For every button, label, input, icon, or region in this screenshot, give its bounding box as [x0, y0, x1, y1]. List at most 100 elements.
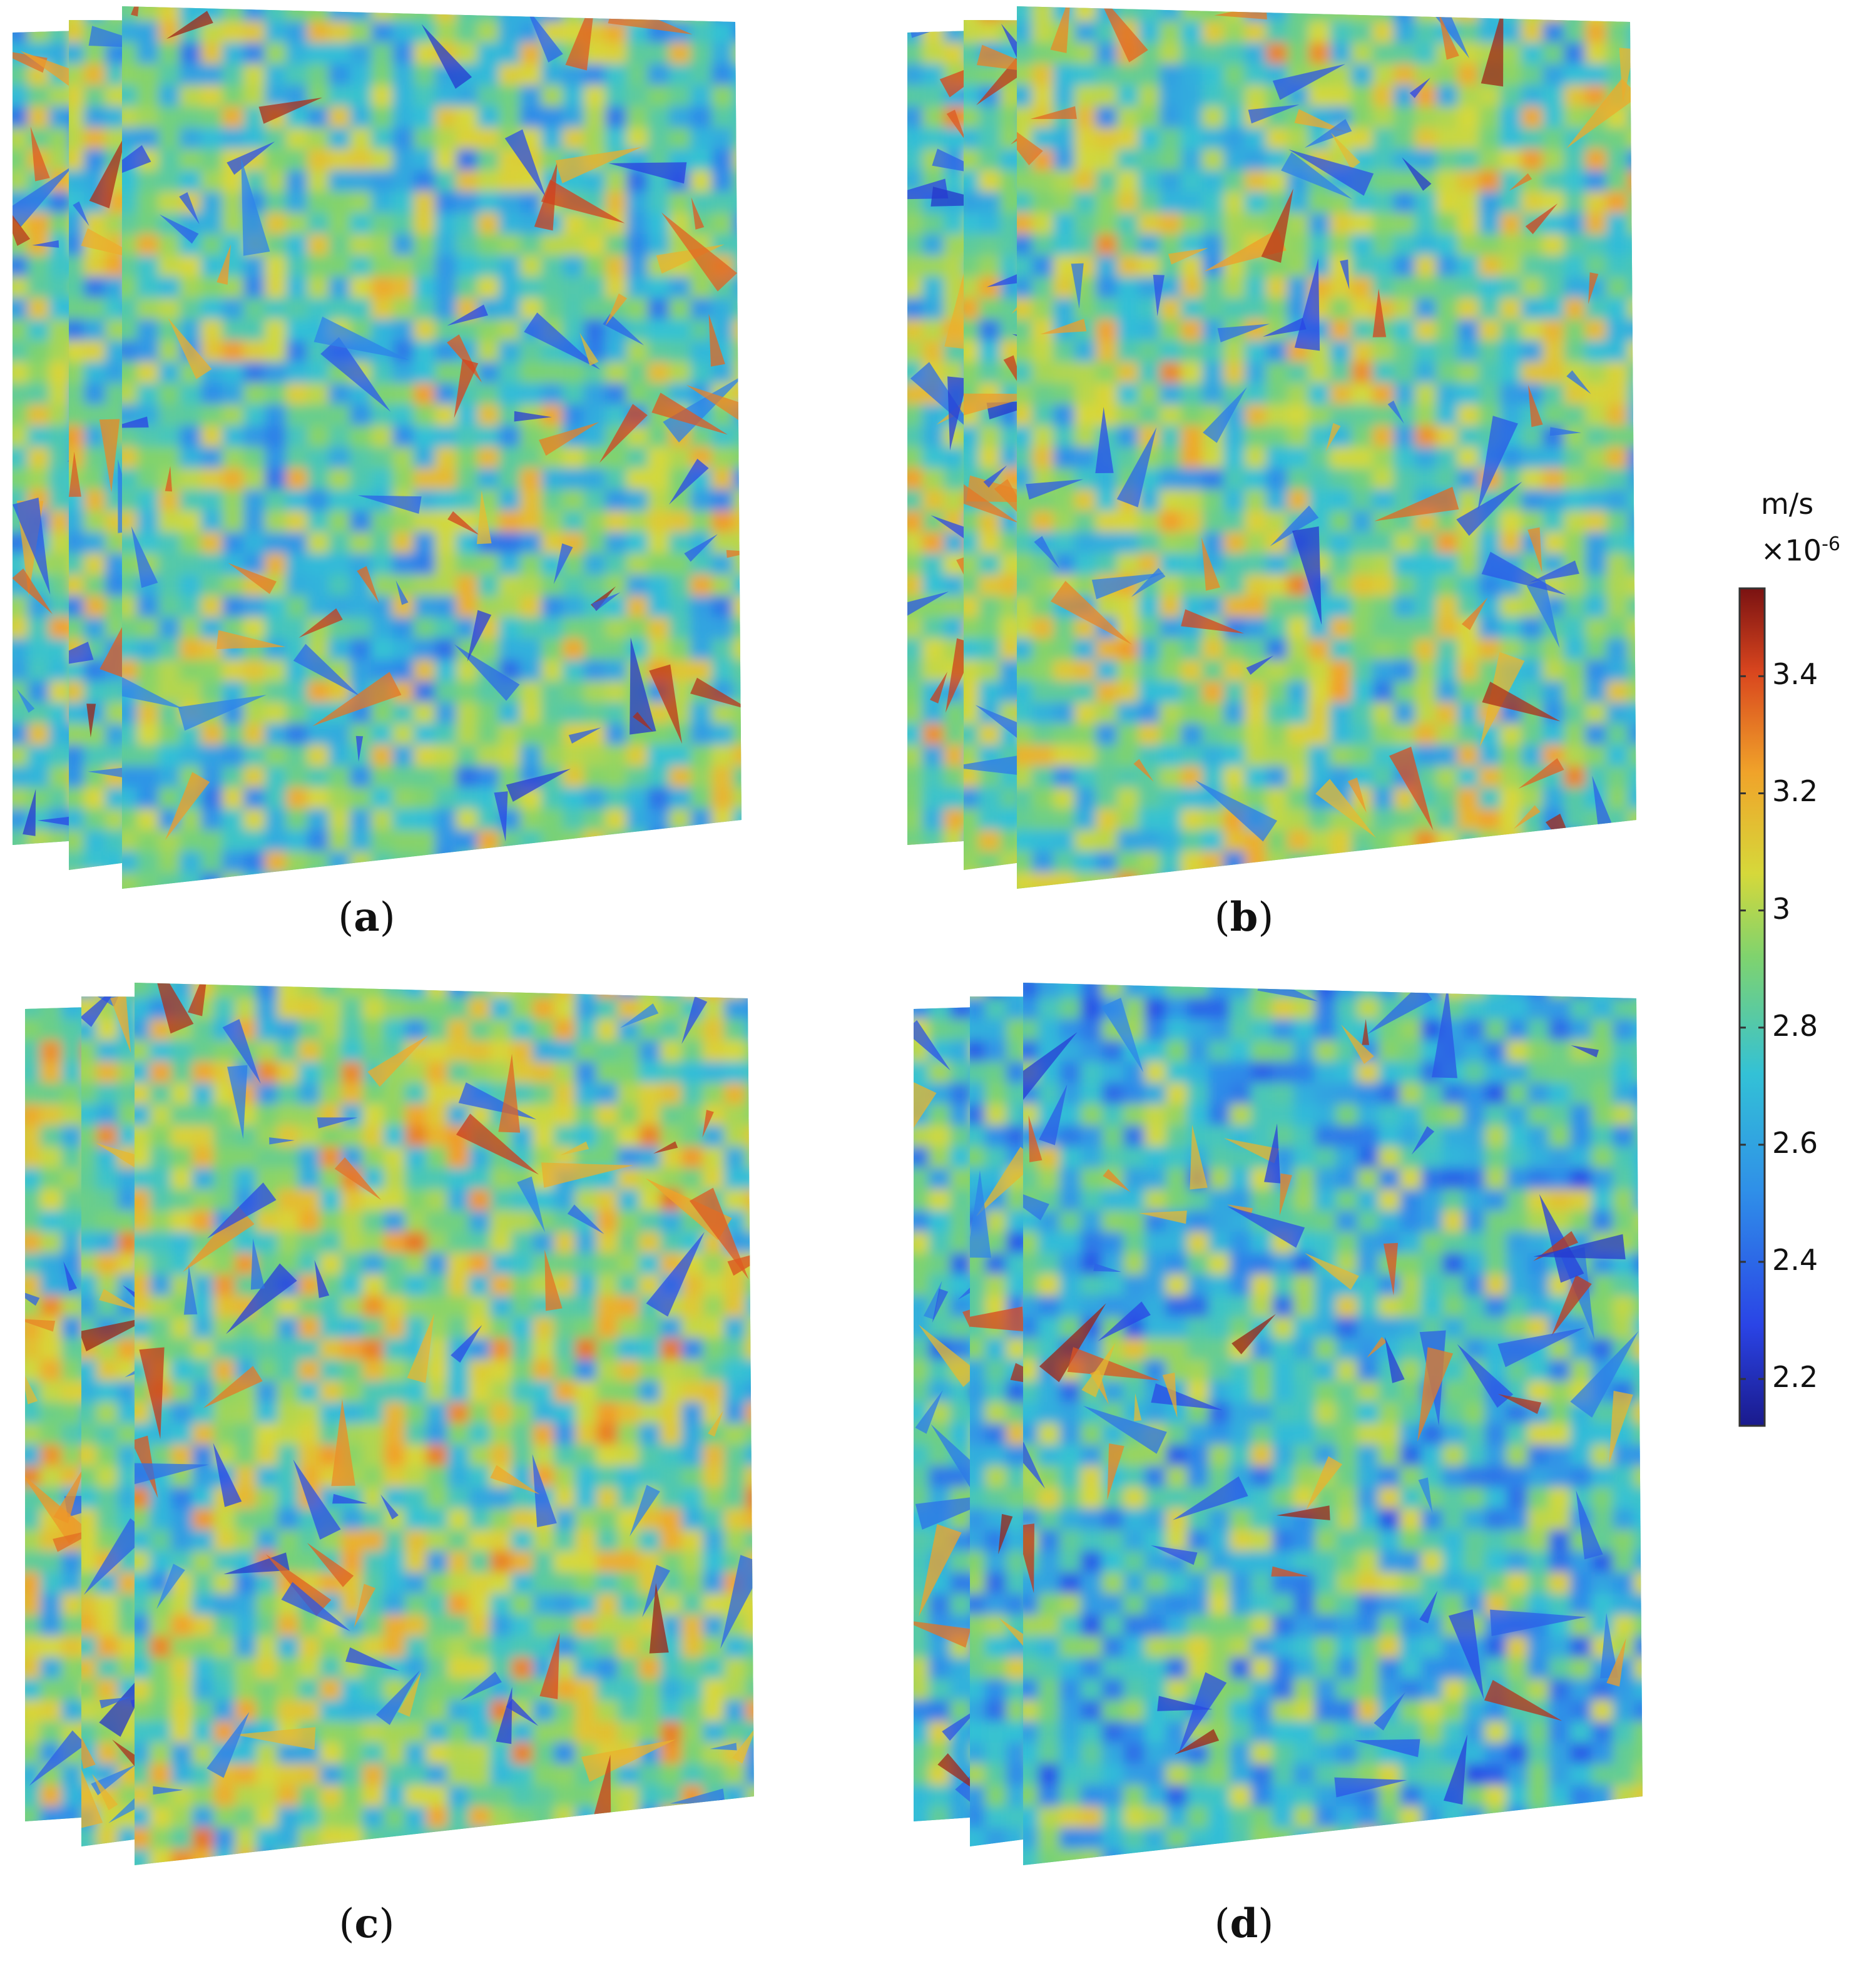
heatmap-cell [690, 21, 713, 44]
heatmap-cell [541, 404, 564, 427]
heatmap-cell [922, 745, 945, 767]
heatmap-cell [477, 575, 500, 597]
heatmap-cell [6, 362, 29, 384]
heatmap-cell [307, 468, 330, 491]
heatmap-cell [243, 277, 266, 299]
heatmap-cell [222, 426, 245, 448]
heatmap-cell [243, 532, 266, 555]
heatmap-cell [28, 447, 50, 469]
heatmap-cell [1160, 43, 1182, 65]
heatmap-cell [158, 638, 181, 661]
heatmap-cell [158, 255, 181, 278]
heatmap-cell [329, 426, 351, 448]
heatmap-cell [520, 660, 543, 682]
heatmap-cell [435, 873, 457, 895]
heatmap-cell [137, 277, 160, 299]
heatmap-cell [733, 830, 755, 852]
heatmap-cell [329, 553, 351, 576]
heatmap-cell [901, 617, 924, 640]
heatmap-cell [158, 43, 181, 65]
heatmap-cell [286, 426, 308, 448]
heatmap-cell [648, 362, 670, 384]
heatmap-cell [392, 255, 415, 278]
heatmap-cell [520, 724, 543, 746]
heatmap-cell [669, 873, 691, 895]
heatmap-cell [414, 43, 436, 65]
heatmap-cell [350, 43, 372, 65]
heatmap-cell [6, 724, 29, 746]
heatmap-cell [711, 213, 734, 235]
heatmap-cell [626, 851, 649, 874]
heatmap-cell [541, 64, 564, 86]
heatmap-cell [477, 468, 500, 491]
heatmap-cell [371, 873, 394, 895]
heatmap-cell [6, 383, 29, 406]
heatmap-cell [1394, 85, 1416, 108]
heatmap-cell [477, 638, 500, 661]
heatmap-cell [435, 0, 457, 23]
heatmap-cell [1117, 128, 1139, 150]
heatmap-cell [626, 43, 649, 65]
heatmap-cell [979, 575, 1001, 597]
heatmap-cell [243, 383, 266, 406]
heatmap-cell [584, 617, 606, 640]
heatmap-cell [1245, 43, 1267, 65]
heatmap-cell [414, 128, 436, 150]
heatmap-cell [49, 851, 71, 874]
heatmap-cell [286, 255, 308, 278]
heatmap-cell [307, 298, 330, 320]
heatmap-cell [1298, 873, 1320, 895]
heatmap-cell [711, 170, 734, 193]
heatmap-cell [520, 85, 543, 108]
heatmap-cell [243, 873, 266, 895]
heatmap-cell [626, 830, 649, 852]
heatmap-cell [648, 213, 670, 235]
heatmap-cell [6, 128, 29, 150]
heatmap-cell [329, 170, 351, 193]
heatmap-cell [265, 213, 287, 235]
heatmap-cell [1415, 21, 1437, 44]
heatmap-cell [307, 787, 330, 810]
heatmap-cell [243, 426, 266, 448]
heatmap-cell [435, 660, 457, 682]
heatmap-cell [711, 660, 734, 682]
heatmap-cell [222, 830, 245, 852]
heatmap-cell [371, 532, 394, 555]
heatmap-cell [979, 617, 1001, 640]
heatmap-cell [944, 170, 966, 193]
heatmap-cell [944, 596, 966, 618]
heatmap-cell [1011, 0, 1033, 23]
heatmap-cell [669, 596, 691, 618]
heatmap-cell [584, 660, 606, 682]
heatmap-cell [307, 404, 330, 427]
heatmap-cell [392, 787, 415, 810]
heatmap-cell [901, 64, 924, 86]
heatmap-cell [648, 511, 670, 533]
heatmap-cell [414, 553, 436, 576]
heatmap-cell [1606, 128, 1629, 150]
heatmap-cell [1500, 43, 1522, 65]
heatmap-cell [1436, 106, 1459, 129]
heatmap-cell [307, 575, 330, 597]
heatmap-cell [49, 681, 71, 704]
heatmap-cell [265, 681, 287, 704]
heatmap-cell [435, 468, 457, 491]
heatmap-cell [922, 447, 945, 469]
heatmap-cell [116, 873, 138, 895]
heatmap-cell [1245, 149, 1267, 171]
heatmap-cell [286, 213, 308, 235]
heatmap-cell [243, 298, 266, 320]
heatmap-cell [944, 468, 966, 491]
heatmap-cell [350, 426, 372, 448]
heatmap-cell [456, 404, 479, 427]
heatmap-cell [1340, 873, 1363, 895]
heatmap-cell [922, 106, 945, 129]
heatmap-cell [158, 617, 181, 640]
heatmap-cell [1500, 64, 1522, 86]
heatmap-cell [711, 298, 734, 320]
heatmap-cell [965, 873, 987, 895]
heatmap-cell [1521, 106, 1544, 129]
heatmap-cell [477, 85, 500, 108]
heatmap-cell [158, 362, 181, 384]
heatmap-cell [1415, 43, 1437, 65]
